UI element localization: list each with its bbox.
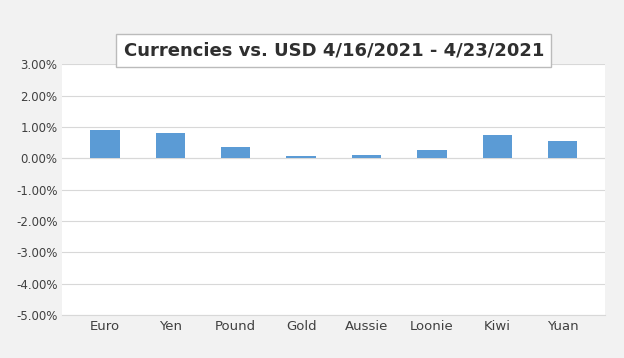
Bar [90,130,120,158]
Bar [286,156,316,158]
Bar [155,133,185,158]
Bar [352,155,381,158]
Text: Currencies vs. USD 4/16/2021 - 4/23/2021: Currencies vs. USD 4/16/2021 - 4/23/2021 [124,42,544,59]
Bar [482,135,512,158]
Bar [417,150,447,158]
Bar [548,141,577,158]
Bar [221,147,250,158]
